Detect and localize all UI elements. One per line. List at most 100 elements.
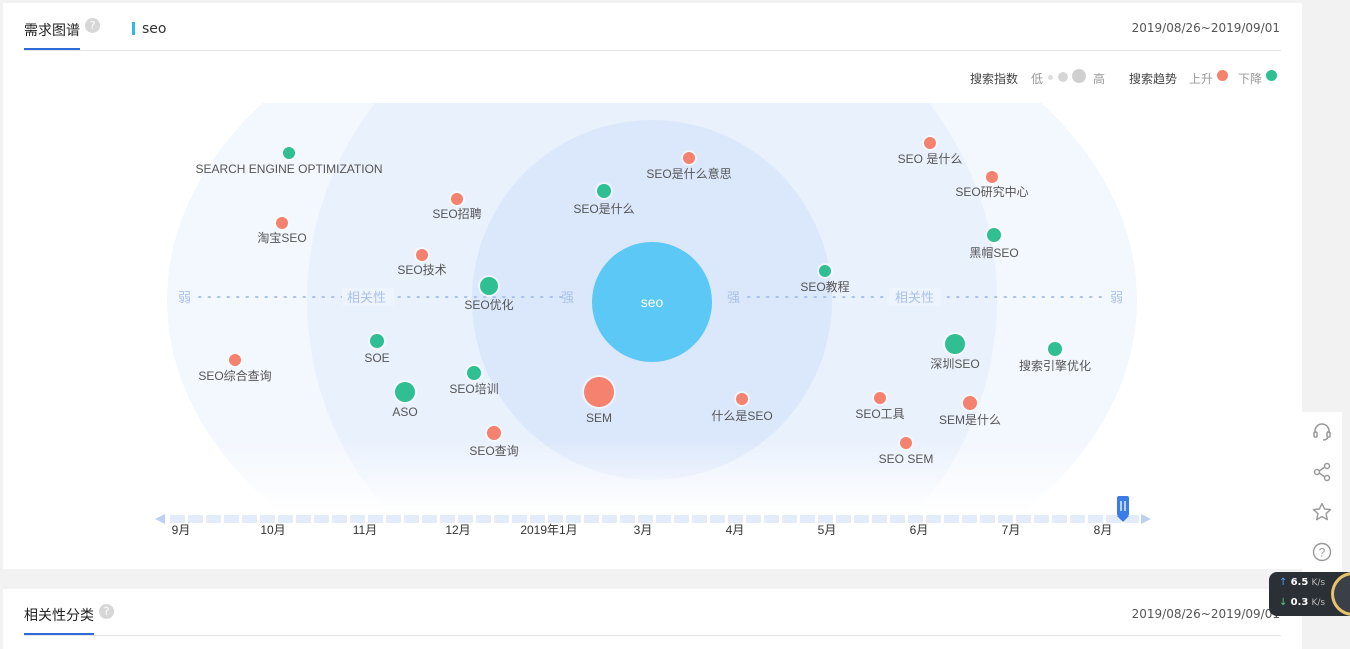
- keyword-node-label[interactable]: 黑帽SEO: [969, 245, 1018, 260]
- tab-demand-graph[interactable]: 需求图谱: [24, 23, 80, 39]
- timeline-tick[interactable]: [278, 515, 293, 523]
- keyword-node-label[interactable]: SEO SEM: [879, 452, 934, 466]
- timeline-tick[interactable]: [620, 515, 635, 523]
- keyword-node-label[interactable]: SEO综合查询: [198, 368, 271, 383]
- timeline-tick[interactable]: [728, 515, 743, 523]
- timeline-month-label[interactable]: 7月: [1002, 523, 1021, 537]
- timeline-tick[interactable]: [908, 515, 923, 523]
- keyword-node-label[interactable]: SOE: [364, 351, 389, 365]
- timeline-month-label[interactable]: 12月: [445, 523, 470, 537]
- keyword-node[interactable]: [451, 193, 463, 205]
- timeline-tick[interactable]: [926, 515, 941, 523]
- headset-icon[interactable]: [1312, 422, 1332, 442]
- timeline-month-label[interactable]: 2019年1月: [520, 523, 577, 537]
- keyword-node-label[interactable]: SEO教程: [800, 279, 849, 294]
- keyword-node-label[interactable]: 淘宝SEO: [257, 231, 306, 245]
- keyword-node[interactable]: [480, 277, 498, 295]
- timeline-tick[interactable]: [980, 515, 995, 523]
- timeline-tick[interactable]: [638, 515, 653, 523]
- keyword-node[interactable]: [229, 354, 241, 366]
- help-circle-icon[interactable]: ?: [1312, 542, 1332, 562]
- timeline-tick[interactable]: [782, 515, 797, 523]
- keyword-node-label[interactable]: SEO是什么: [573, 202, 634, 216]
- timeline-tick[interactable]: [368, 515, 383, 523]
- keyword-node[interactable]: [395, 382, 415, 402]
- timeline-tick[interactable]: [242, 515, 257, 523]
- timeline-tick[interactable]: [422, 515, 437, 523]
- timeline-right-arrow[interactable]: [1141, 514, 1151, 524]
- timeline-tick[interactable]: [206, 515, 221, 523]
- timeline-month-label[interactable]: 6月: [910, 523, 929, 537]
- keyword-node[interactable]: [283, 147, 295, 159]
- keyword-node[interactable]: [945, 334, 965, 354]
- timeline-tick[interactable]: [764, 515, 779, 523]
- timeline-month-label[interactable]: 11月: [353, 523, 377, 537]
- timeline-tick[interactable]: [548, 515, 563, 523]
- timeline-tick[interactable]: [674, 515, 689, 523]
- timeline-left-arrow[interactable]: [155, 514, 165, 524]
- timeline-tick[interactable]: [1106, 515, 1121, 523]
- timeline-tick[interactable]: [566, 515, 581, 523]
- timeline-tick[interactable]: [602, 515, 617, 523]
- keyword-node-label[interactable]: 搜索引擎优化: [1019, 358, 1091, 373]
- timeline-tick[interactable]: [494, 515, 509, 523]
- keyword-node-label[interactable]: 什么是SEO: [711, 409, 772, 423]
- keyword-node[interactable]: [370, 334, 384, 348]
- help-icon[interactable]: ?: [85, 18, 100, 33]
- keyword-node[interactable]: [987, 228, 1001, 242]
- keyword-node-label[interactable]: SEO查询: [469, 444, 518, 458]
- keyword-node-label[interactable]: SEO优化: [464, 298, 513, 312]
- keyword-node[interactable]: [1048, 342, 1062, 356]
- timeline-tick[interactable]: [584, 515, 599, 523]
- keyword-node[interactable]: [900, 437, 912, 449]
- tab-relevance-category[interactable]: 相关性分类: [24, 608, 94, 624]
- timeline-tick[interactable]: [224, 515, 239, 523]
- keyword-node-label[interactable]: ASO: [392, 405, 417, 419]
- keyword-node-label[interactable]: 深圳SEO: [930, 357, 979, 371]
- keyword-node[interactable]: [276, 217, 288, 229]
- timeline-tick[interactable]: [386, 515, 401, 523]
- keyword-node-label[interactable]: SEO培训: [449, 381, 498, 396]
- timeline-month-label[interactable]: 3月: [634, 523, 653, 537]
- keyword-node[interactable]: [683, 152, 695, 164]
- timeline-tick[interactable]: [854, 515, 869, 523]
- timeline-month-label[interactable]: 9月: [172, 523, 191, 537]
- timeline-tick[interactable]: [188, 515, 203, 523]
- timeline-tick[interactable]: [836, 515, 851, 523]
- timeline-tick[interactable]: [350, 515, 365, 523]
- timeline-tick[interactable]: [512, 515, 527, 523]
- timeline-month-label[interactable]: 10月: [260, 523, 285, 537]
- timeline-tick[interactable]: [404, 515, 419, 523]
- timeline-tick[interactable]: [1016, 515, 1031, 523]
- timeline-tick[interactable]: [1034, 515, 1049, 523]
- timeline-tick[interactable]: [1052, 515, 1067, 523]
- keyword-node[interactable]: [874, 392, 886, 404]
- timeline-tick[interactable]: [800, 515, 815, 523]
- keyword-node-label[interactable]: SEO研究中心: [955, 184, 1028, 199]
- keyword-node[interactable]: [924, 137, 936, 149]
- timeline-tick[interactable]: [296, 515, 311, 523]
- keyword-node[interactable]: [736, 393, 748, 405]
- keyword-node[interactable]: [963, 396, 977, 410]
- timeline-tick[interactable]: [1124, 515, 1139, 523]
- keyword-node-label[interactable]: SEM: [586, 411, 612, 425]
- keyword-node[interactable]: [487, 426, 501, 440]
- timeline-tick[interactable]: [890, 515, 905, 523]
- keyword-node-label[interactable]: SEM是什么: [939, 413, 1001, 427]
- keyword-node-label[interactable]: SEO 是什么: [898, 152, 963, 166]
- keyword-node-label[interactable]: SEO工具: [855, 407, 904, 421]
- timeline-tick[interactable]: [440, 515, 455, 523]
- timeline-tick[interactable]: [692, 515, 707, 523]
- timeline-tick[interactable]: [476, 515, 491, 523]
- timeline-handle[interactable]: [1117, 496, 1129, 516]
- timeline-tick[interactable]: [818, 515, 833, 523]
- timeline-tick[interactable]: [170, 515, 185, 523]
- timeline-tick[interactable]: [944, 515, 959, 523]
- timeline-tick[interactable]: [998, 515, 1013, 523]
- keyword-node-label[interactable]: SEARCH ENGINE OPTIMIZATION: [195, 162, 382, 176]
- timeline-tick[interactable]: [872, 515, 887, 523]
- help-icon-2[interactable]: ?: [99, 604, 114, 619]
- timeline-tick[interactable]: [710, 515, 725, 523]
- timeline-month-label[interactable]: 5月: [818, 523, 837, 537]
- timeline-tick[interactable]: [962, 515, 977, 523]
